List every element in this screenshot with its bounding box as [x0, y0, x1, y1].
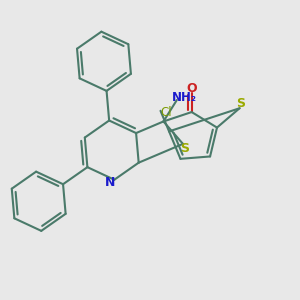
- Text: O: O: [186, 82, 197, 95]
- Text: S: S: [180, 142, 189, 155]
- Text: N: N: [105, 176, 115, 189]
- Text: S: S: [237, 97, 246, 110]
- Text: Cl: Cl: [160, 106, 172, 119]
- Text: NH₂: NH₂: [172, 91, 197, 103]
